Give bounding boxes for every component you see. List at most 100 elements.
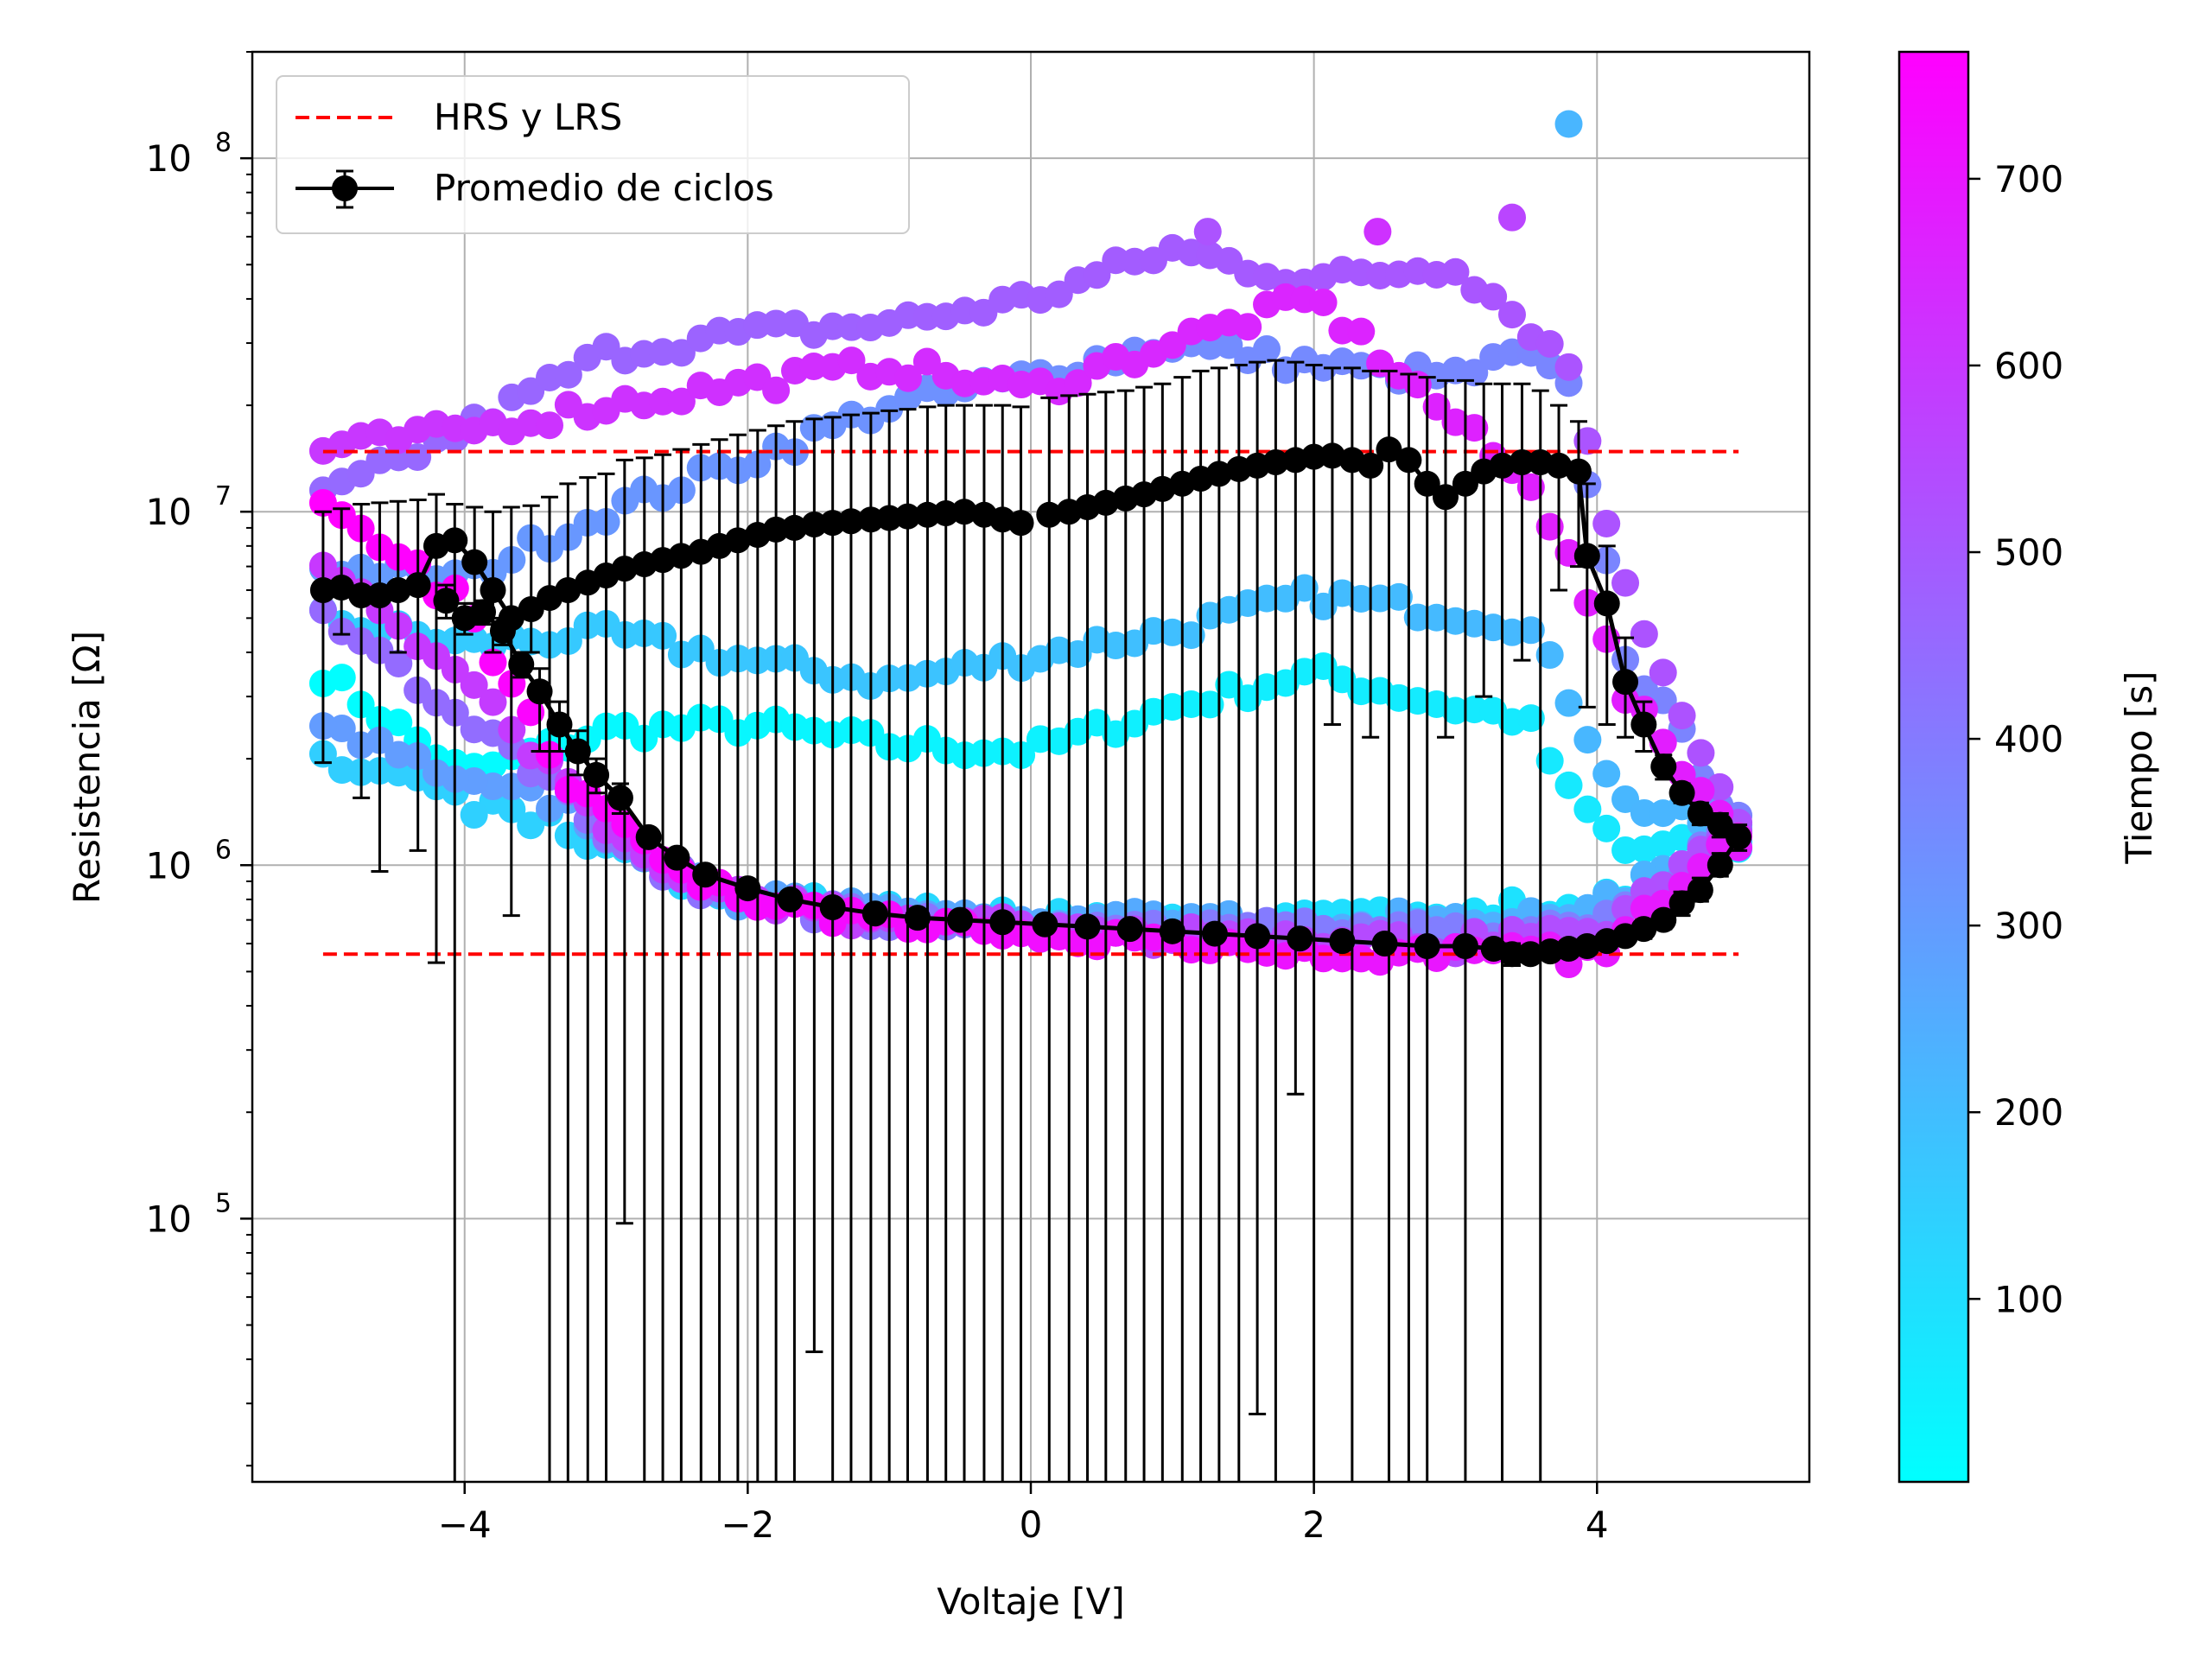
scatter-point (592, 333, 620, 361)
scatter-point (1196, 690, 1224, 719)
scatter-point (460, 671, 488, 699)
average-marker (734, 875, 761, 902)
legend-average-marker (332, 175, 358, 201)
average-marker (1371, 931, 1398, 957)
scatter-point (1554, 353, 1583, 381)
average-marker (1630, 711, 1657, 738)
y-tick-label-exponent: 7 (215, 481, 232, 512)
average-marker (1480, 936, 1507, 963)
scatter-point (479, 688, 507, 716)
average-marker (480, 576, 506, 603)
scatter-point (1422, 392, 1451, 421)
average-marker (1517, 941, 1544, 968)
average-marker (1074, 913, 1101, 940)
y-tick-label: 10 (146, 1198, 192, 1240)
average-marker (1201, 920, 1228, 947)
average-marker (1687, 877, 1713, 904)
average-marker (1036, 501, 1063, 528)
scatter-point (1045, 280, 1073, 308)
scatter-point (1573, 795, 1602, 823)
average-marker (451, 605, 478, 632)
scatter-point (385, 741, 413, 769)
average-marker (1414, 470, 1440, 497)
average-line (309, 436, 1752, 968)
average-marker (781, 514, 808, 541)
scatter-point (517, 698, 545, 727)
average-marker (1612, 669, 1639, 696)
scatter-point (1215, 331, 1243, 359)
average-marker (1650, 906, 1677, 933)
scatter-point (385, 709, 413, 737)
scatter-point-outlier (1363, 218, 1392, 246)
average-marker (611, 556, 638, 582)
average-marker (1489, 452, 1516, 479)
x-axis-label: Voltaje [V] (937, 1580, 1124, 1623)
scatter-point (1290, 574, 1319, 602)
average-marker (1395, 447, 1422, 474)
legend-hrs-lrs-label: HRS y LRS (434, 96, 622, 138)
colorbar-ticks: 100 200 300 400 500 600 700 (1968, 158, 2063, 1320)
scatter-point (1384, 582, 1413, 611)
scatter-point (1573, 726, 1602, 754)
scatter-point (1347, 317, 1376, 346)
average-marker (861, 900, 888, 927)
average-marker (1687, 800, 1713, 827)
colorbar-tick-label: 700 (1994, 158, 2063, 200)
x-tick-label: 4 (1586, 1503, 1609, 1546)
average-marker (989, 909, 1016, 936)
scatter-point (1573, 427, 1602, 455)
scatter-point (1687, 739, 1715, 767)
scatter-point (1535, 512, 1564, 541)
colorbar-tick-label: 100 (1994, 1278, 2063, 1320)
scatter-point (894, 364, 923, 392)
average-marker (1205, 461, 1232, 487)
scatter-point (327, 664, 356, 692)
colorbar-tick-label: 500 (1994, 531, 2063, 574)
average-marker (1565, 458, 1592, 485)
average-marker (837, 508, 864, 535)
y-tick-label-exponent: 8 (215, 128, 232, 158)
average-marker (1432, 484, 1459, 511)
colorbar: 100 200 300 400 500 600 700 Tiempo [s] (1897, 50, 2160, 1484)
average-marker (1707, 811, 1733, 838)
scatter-point (912, 347, 941, 376)
average-marker (1149, 475, 1176, 502)
average-marker (526, 678, 553, 705)
average-marker (777, 886, 804, 912)
scatter-point (1234, 313, 1262, 341)
scatter-point (1064, 640, 1092, 669)
average-marker (1650, 753, 1677, 780)
average-marker (442, 527, 468, 554)
scatter-point (1611, 569, 1640, 597)
scatter-point (460, 715, 488, 744)
average-marker (1116, 916, 1143, 943)
legend-average-label: Promedio de ciclos (434, 167, 774, 209)
average-marker (1726, 823, 1752, 850)
scatter-point (1083, 261, 1111, 289)
scatter-point (1554, 689, 1583, 717)
scatter-point (1630, 894, 1658, 923)
x-tick-label: −2 (721, 1503, 774, 1546)
average-marker (1452, 470, 1478, 497)
average-marker (904, 905, 931, 931)
colorbar-tick-label: 200 (1994, 1091, 2063, 1134)
average-marker (461, 549, 488, 575)
average-marker (635, 823, 662, 850)
scatter-point (1516, 704, 1545, 733)
scatter-point (667, 387, 696, 416)
scatter-point (1460, 414, 1489, 442)
average-marker (1546, 452, 1573, 479)
scatter-point (1535, 641, 1564, 670)
scatter-point (1554, 771, 1583, 799)
scatter-point (554, 360, 582, 389)
average-marker (1092, 489, 1119, 516)
average-marker (583, 761, 610, 788)
scatter-point (1592, 814, 1621, 842)
average-marker (1509, 448, 1535, 475)
y-tick-label: 10 (146, 844, 192, 887)
scatter-point (460, 801, 488, 830)
legend: HRS y LRS Promedio de ciclos (276, 75, 910, 234)
scatter-point (1535, 747, 1564, 775)
scatter-point (1516, 616, 1545, 645)
